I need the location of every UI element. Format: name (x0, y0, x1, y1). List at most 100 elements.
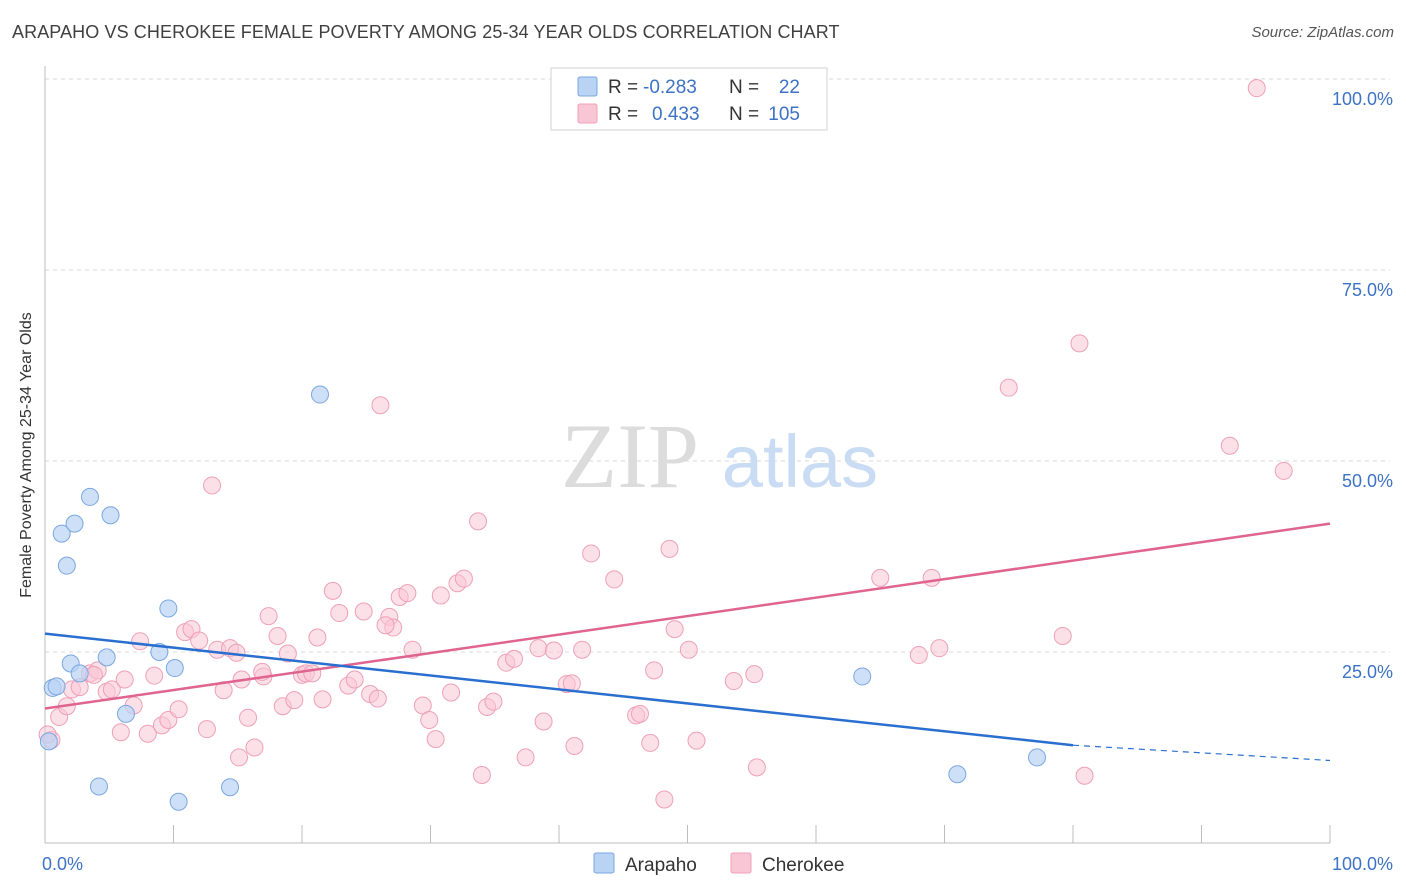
cherokee-point (323, 581, 342, 600)
x-tick-label: 0.0% (42, 854, 83, 874)
cherokee-point (871, 568, 890, 587)
watermark-atlas: atlas (722, 420, 878, 503)
arapaho-point (853, 667, 872, 686)
cherokee-point (909, 646, 928, 665)
cherokee-point (472, 766, 491, 785)
cherokee-point (115, 670, 134, 689)
bottom-legend-swatch-arapaho (593, 852, 615, 874)
arapaho-point (80, 487, 99, 506)
cherokee-point (641, 733, 660, 752)
cherokee-point (582, 544, 601, 563)
cherokee-point (278, 644, 297, 663)
cherokee-point (330, 604, 349, 623)
chart-title: ARAPAHO VS CHEROKEE FEMALE POVERTY AMONG… (12, 22, 840, 42)
cherokee-point (285, 691, 304, 710)
cherokee-point (930, 639, 949, 658)
arapaho-trend-extension (1072, 744, 1331, 762)
cherokee-point (534, 712, 553, 731)
cherokee-point (679, 640, 698, 659)
cherokee-trend-line (44, 522, 1331, 710)
cherokee-point (544, 641, 563, 660)
legend-swatch-arapaho (577, 76, 598, 97)
arapaho-point (57, 556, 76, 575)
cherokee-point (354, 602, 373, 621)
cherokee-point (230, 748, 249, 767)
tick-labels: 25.0% 50.0% 75.0% 100.0% 0.0% 100.0% (42, 89, 1393, 874)
cherokee-point (922, 568, 941, 587)
arapaho-points (39, 385, 1047, 811)
cherokee-point (239, 708, 258, 727)
legend-n-value: 105 (768, 104, 800, 125)
legend-n-value: 22 (779, 77, 800, 98)
bottom-legend-cherokee: Cherokee (762, 855, 844, 876)
grid-lines (45, 78, 1390, 653)
arapaho-point (89, 777, 108, 796)
cherokee-point (645, 661, 664, 680)
x-tick-label: 100.0% (1332, 854, 1393, 874)
cherokee-point (660, 539, 679, 558)
cherokee-point (197, 720, 216, 739)
legend-swatch-cherokee (577, 103, 598, 124)
cherokee-point (1220, 436, 1239, 455)
arapaho-point (65, 514, 84, 533)
cherokee-point (368, 689, 387, 708)
cherokee-point (145, 666, 164, 685)
arapaho-point (52, 524, 71, 543)
legend-r-label: R = (608, 77, 638, 98)
arapaho-point (47, 677, 66, 696)
y-tick-label: 25.0% (1342, 662, 1393, 682)
cherokee-point (398, 584, 417, 603)
arapaho-point (97, 648, 116, 667)
arapaho-point (310, 385, 329, 404)
cherokee-point (687, 731, 706, 750)
cherokee-point (426, 730, 445, 749)
arapaho-trend-line (44, 632, 1074, 747)
cherokee-point (138, 724, 157, 743)
cherokee-point (505, 649, 524, 668)
axes (44, 66, 1331, 844)
legend-n-label: N = (729, 77, 759, 98)
cherokee-point (999, 378, 1018, 397)
arapaho-point (116, 704, 135, 723)
cherokee-point (484, 692, 503, 711)
cherokee-point (371, 396, 390, 415)
cherokee-point (259, 607, 278, 626)
legend-r-value: 0.433 (652, 104, 700, 125)
cherokee-point (745, 665, 764, 684)
cherokee-point (313, 690, 332, 709)
cherokee-point (169, 700, 188, 719)
legend-r-value: -0.283 (643, 77, 697, 98)
arapaho-point (1028, 748, 1047, 767)
cherokee-point (1075, 766, 1094, 785)
cherokee-point (308, 628, 327, 647)
cherokee-point (345, 670, 364, 689)
cherokee-point (1053, 626, 1072, 645)
cherokee-point (454, 569, 473, 588)
cherokee-point (268, 626, 287, 645)
cherokee-point (665, 620, 684, 639)
cherokee-point (303, 664, 322, 683)
arapaho-point (101, 506, 120, 525)
watermark-zip: ZIP (561, 405, 699, 507)
cherokee-point (573, 640, 592, 659)
cherokee-point (442, 683, 461, 702)
arapaho-point (70, 664, 89, 683)
arapaho-point (39, 732, 58, 751)
cherokee-point (111, 723, 130, 742)
arapaho-point (165, 659, 184, 678)
arapaho-point (159, 599, 178, 618)
cherokee-point (131, 632, 150, 651)
legend-r-label: R = (608, 104, 638, 125)
cherokee-point (655, 790, 674, 809)
cherokee-point (420, 710, 439, 729)
y-tick-label: 50.0% (1342, 471, 1393, 491)
cherokee-point (1247, 79, 1266, 98)
source-label: Source: ZipAtlas.com (1251, 24, 1394, 41)
arapaho-point (221, 778, 240, 797)
top-legend: R = -0.283 N = 22 R = 0.433 N = 105 (550, 67, 828, 131)
cherokee-point (469, 512, 488, 531)
y-tick-label: 100.0% (1332, 89, 1393, 109)
cherokee-point (203, 476, 222, 495)
legend-n-label: N = (729, 104, 759, 125)
